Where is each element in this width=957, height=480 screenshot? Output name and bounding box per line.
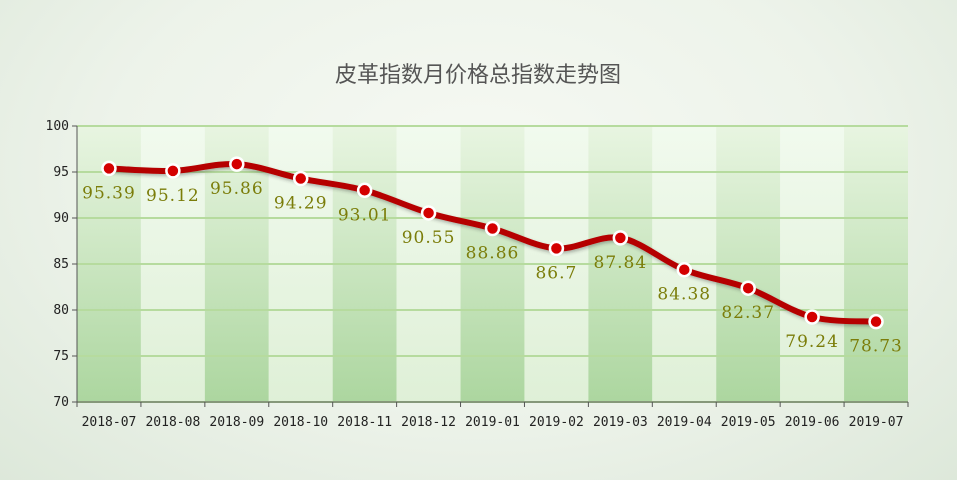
- data-point: [165, 163, 181, 179]
- y-tick-label: 70: [53, 395, 69, 410]
- y-tick-label: 75: [53, 349, 69, 364]
- y-tick-label: 85: [53, 257, 69, 272]
- data-point: [804, 309, 820, 325]
- data-point: [229, 156, 245, 172]
- data-label: 94.29: [274, 194, 328, 214]
- x-tick-label: 2018-12: [401, 415, 456, 430]
- y-tick-label: 90: [53, 211, 69, 226]
- data-point: [420, 205, 437, 221]
- x-tick-label: 2019-06: [785, 415, 840, 430]
- data-label: 78.73: [849, 337, 903, 357]
- data-label: 95.39: [82, 183, 136, 203]
- data-point: [548, 240, 565, 257]
- x-tick-label: 2018-11: [337, 415, 392, 430]
- data-labels: 95.39 95.12 95.86 94.29 93.01 90.55 88.86 86.7 8…: [82, 179, 903, 357]
- data-point: [740, 280, 756, 296]
- data-label: 90.55: [402, 228, 456, 248]
- data-label: 88.86: [466, 243, 520, 263]
- x-tick-label: 2018-10: [273, 415, 328, 430]
- x-tick-label: 2018-09: [209, 415, 264, 430]
- x-tick-label: 2019-07: [849, 415, 904, 430]
- data-label: 95.12: [146, 186, 200, 206]
- data-label: 79.24: [785, 332, 839, 352]
- chart-title: 皮革指数月价格总指数走势图: [335, 63, 621, 88]
- data-point: [868, 313, 884, 330]
- y-tick-label: 95: [53, 165, 69, 180]
- data-label: 95.86: [210, 179, 264, 199]
- x-tick-label: 2019-02: [529, 415, 584, 430]
- y-tick-label: 100: [46, 119, 69, 134]
- x-tick-label: 2019-03: [593, 415, 648, 430]
- x-tick-label: 2019-05: [721, 415, 776, 430]
- data-point: [612, 230, 629, 246]
- data-point: [676, 261, 693, 278]
- data-label: 84.38: [657, 285, 711, 305]
- data-label: 87.84: [594, 253, 648, 273]
- data-label: 82.37: [721, 303, 775, 323]
- data-points: [101, 156, 884, 330]
- x-tick-label: 2018-07: [82, 415, 137, 430]
- data-point: [292, 170, 309, 187]
- y-tick-label: 80: [53, 303, 69, 318]
- data-label: 86.7: [535, 263, 577, 283]
- data-label: 93.01: [338, 205, 392, 225]
- data-point: [356, 182, 373, 199]
- x-tick-label: 2018-08: [145, 415, 200, 430]
- x-tick-label: 2019-01: [465, 415, 520, 430]
- x-axis-ticks: 2018-07 2018-08 2018-09 2018-10 2018-11 2018-…: [76, 402, 909, 430]
- x-tick-label: 2019-04: [657, 415, 712, 430]
- data-point: [101, 160, 117, 177]
- data-point: [484, 220, 501, 237]
- y-axis-ticks: 70 75 80 85 90 95 100: [46, 119, 77, 410]
